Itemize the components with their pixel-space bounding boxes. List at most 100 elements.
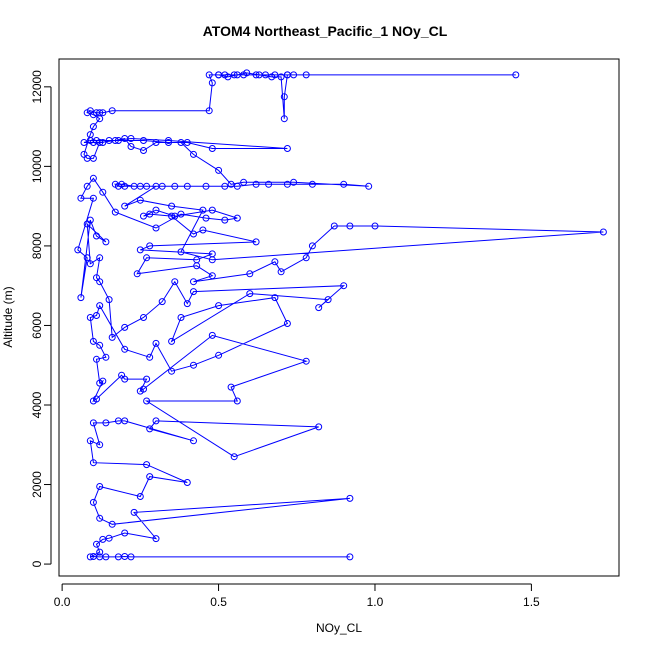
data-point [340, 282, 348, 290]
data-point [324, 296, 332, 304]
data-point [190, 361, 197, 369]
data-point [371, 222, 379, 230]
data-point [99, 188, 107, 196]
data-point [208, 331, 216, 339]
data-point [130, 508, 138, 516]
data-point [136, 493, 144, 500]
data-point [96, 302, 104, 310]
data-point [96, 139, 104, 146]
data-point [330, 222, 338, 230]
data-point [199, 226, 207, 234]
data-point [140, 147, 147, 154]
data-point [315, 304, 323, 312]
data-point [146, 242, 154, 250]
data-point [224, 73, 232, 81]
y-tick-label: 8000 [30, 232, 44, 259]
data-point [190, 230, 197, 238]
data-point [146, 425, 154, 433]
data-point [171, 182, 179, 190]
y-tick-label: 6000 [30, 312, 44, 339]
x-axis-label: NOy_CL [316, 621, 362, 635]
y-tick-label: 2000 [30, 471, 44, 498]
data-point [221, 182, 229, 190]
data-point [183, 300, 191, 308]
data-point [77, 194, 85, 202]
data-point [143, 375, 151, 383]
data-point [86, 437, 94, 445]
data-point [121, 345, 129, 353]
data-point [252, 180, 260, 188]
data-point [102, 353, 110, 361]
plot-area-frame [58, 58, 620, 577]
data-point [96, 548, 104, 556]
data-point [208, 206, 216, 214]
data-point [74, 246, 82, 254]
data-point [168, 337, 176, 345]
y-axis: 0 2000 4000 6000 8000 10000 12000 [30, 70, 52, 567]
x-axis: 0.0 0.5 1.0 1.5 [54, 583, 540, 609]
data-point [283, 320, 291, 327]
data-point [89, 194, 97, 202]
data-point [143, 461, 151, 469]
data-point [246, 270, 254, 278]
data-point [252, 238, 260, 246]
data-point [280, 93, 288, 101]
data-point [165, 137, 172, 144]
data-point [96, 441, 104, 449]
data-point [168, 367, 176, 375]
data-point [136, 387, 144, 395]
data-point [158, 182, 166, 190]
data-point [96, 514, 104, 522]
data-point [118, 180, 126, 188]
data-point [140, 137, 147, 144]
data-point [89, 174, 97, 182]
data-point [89, 498, 97, 506]
data-point [80, 139, 88, 146]
data-point [89, 397, 97, 405]
data-point [233, 397, 241, 405]
data-point [233, 182, 241, 190]
data-point [183, 139, 191, 146]
series-layer [74, 69, 607, 561]
data-point [302, 71, 310, 79]
data-point [283, 71, 291, 79]
data-point [177, 248, 185, 256]
y-tick-label: 10000 [30, 149, 44, 183]
data-point [177, 314, 185, 321]
data-point [99, 109, 107, 117]
data-point [227, 383, 235, 391]
data-point [202, 182, 210, 190]
data-point [130, 182, 138, 190]
data-point [340, 180, 348, 188]
data-point [89, 459, 97, 467]
data-point [121, 323, 129, 331]
data-point [146, 353, 154, 361]
x-tick-label: 1.5 [523, 595, 540, 609]
data-point [105, 137, 113, 144]
data-point [152, 417, 160, 425]
data-point [271, 294, 279, 302]
data-point [152, 339, 160, 347]
data-point [215, 351, 223, 359]
data-point [89, 337, 97, 345]
x-tick-label: 1.0 [367, 595, 384, 609]
data-point [233, 214, 241, 222]
data-point [290, 178, 298, 186]
data-point [86, 107, 94, 115]
data-point [86, 260, 94, 268]
data-point [152, 224, 160, 232]
data-point [165, 139, 172, 146]
data-point [221, 216, 229, 224]
data-point [308, 180, 316, 188]
data-point [96, 483, 104, 490]
data-point [102, 419, 110, 427]
data-point [230, 71, 238, 79]
data-point [283, 180, 291, 188]
data-point [143, 397, 151, 405]
data-point [205, 107, 213, 115]
chart-title: ATOM4 Northeast_Pacific_1 NOy_CL [203, 23, 448, 39]
data-point [77, 294, 85, 302]
data-point [121, 202, 129, 210]
data-point [168, 202, 176, 210]
data-point [208, 256, 216, 264]
